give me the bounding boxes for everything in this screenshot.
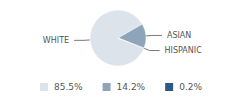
svg-text:ASIAN: ASIAN <box>167 31 191 40</box>
svg-text:14.2%: 14.2% <box>117 82 146 92</box>
svg-text:HISPANIC: HISPANIC <box>165 46 203 55</box>
svg-text:0.2%: 0.2% <box>179 82 202 92</box>
svg-text:85.5%: 85.5% <box>54 82 83 92</box>
svg-text:WHITE: WHITE <box>43 36 69 45</box>
